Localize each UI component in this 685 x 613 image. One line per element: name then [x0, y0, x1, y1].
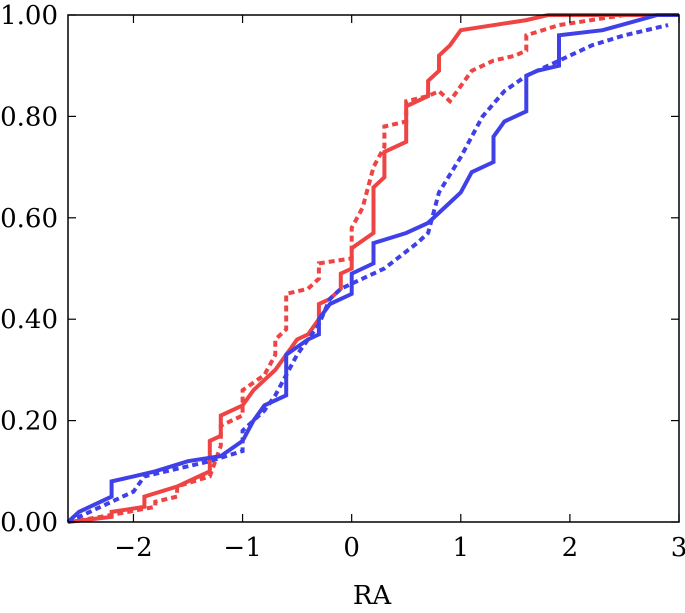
x-tick-label: 0	[343, 533, 360, 563]
x-tick-label: 3	[671, 533, 685, 563]
series-layer	[66, 13, 679, 524]
y-tick-label: 0.60	[0, 204, 58, 234]
series-line-red-solid	[67, 13, 679, 524]
y-tick-label: 0.20	[0, 407, 58, 437]
plot-frame	[67, 14, 680, 523]
x-tick-label: −2	[114, 533, 152, 563]
series-line-blue-solid	[66, 13, 679, 524]
x-tick-label: 2	[562, 533, 579, 563]
x-axis-title: RA	[353, 581, 393, 611]
x-axis: −2 −1 0 1 2 3	[114, 15, 685, 563]
y-tick-label: 1.00	[0, 1, 58, 31]
series-line-red-dotted	[67, 13, 679, 524]
series-line-blue-dotted	[67, 23, 669, 524]
x-tick-label: 1	[453, 533, 470, 563]
y-axis: 0.00 0.20 0.40 0.60 0.80 1.00	[0, 1, 679, 538]
y-tick-label: 0.40	[0, 305, 58, 335]
y-tick-label: 0.80	[0, 102, 58, 132]
y-tick-label: 0.00	[0, 508, 58, 538]
x-tick-label: −1	[223, 533, 261, 563]
